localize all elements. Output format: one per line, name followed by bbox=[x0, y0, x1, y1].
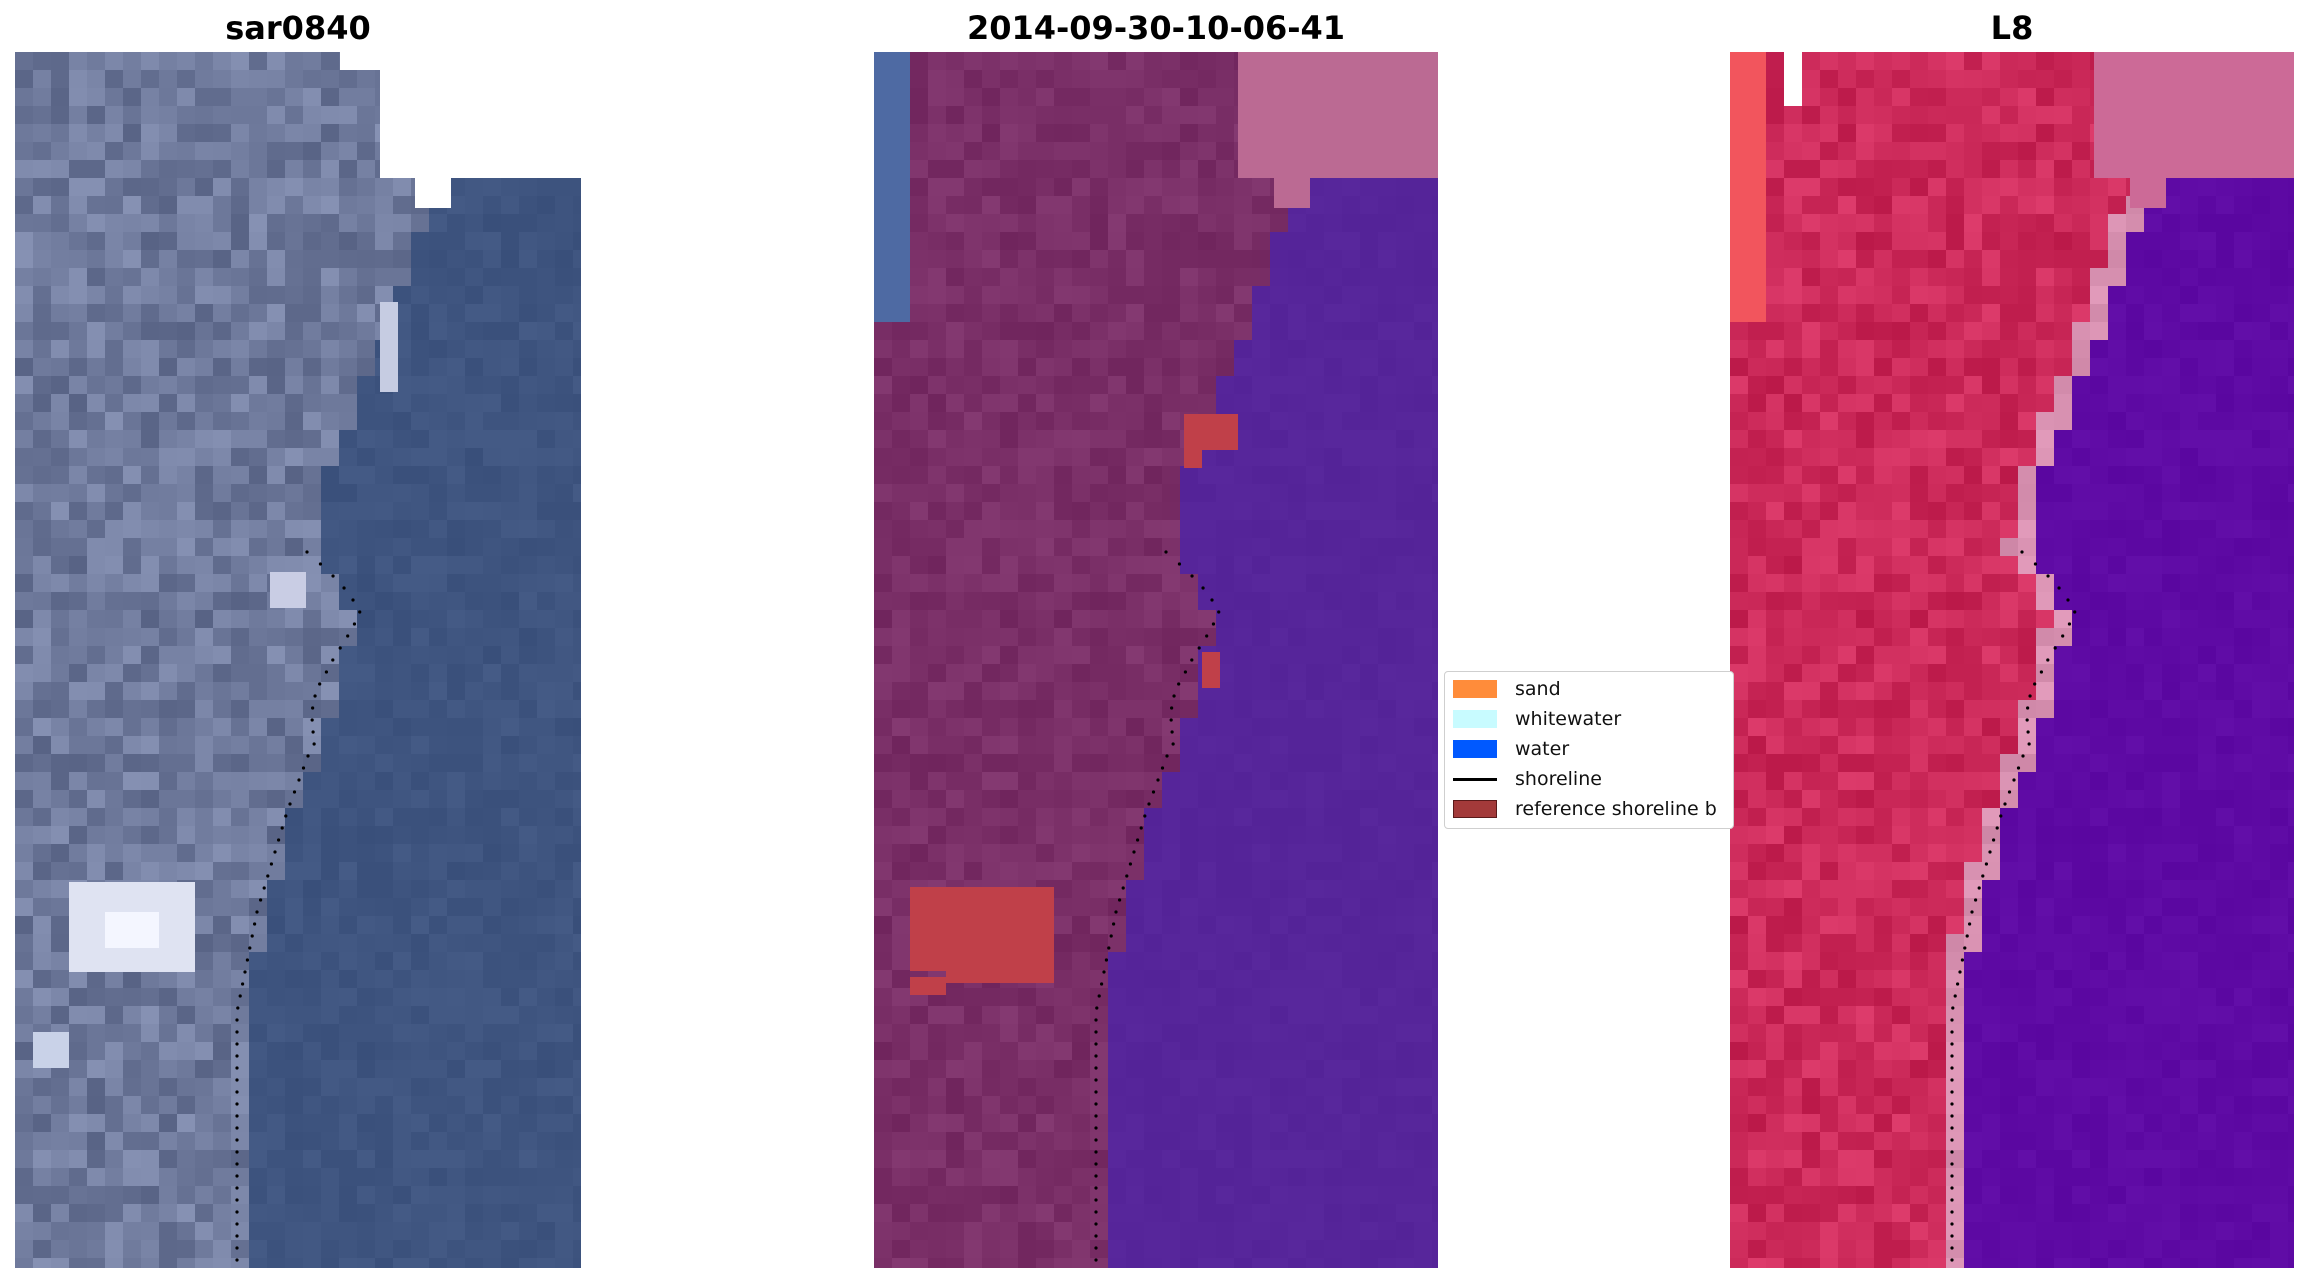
shoreline-dots bbox=[235, 550, 362, 1262]
legend-label: reference shoreline b bbox=[1515, 798, 1717, 820]
legend-swatch-sand bbox=[1453, 680, 1497, 698]
legend-label: shoreline bbox=[1515, 768, 1602, 790]
nodata-corner bbox=[1784, 52, 1802, 106]
reference-buffer-area bbox=[2094, 52, 2294, 208]
rgb-pixel-grid bbox=[15, 52, 581, 1268]
legend-item-reference-shoreline: reference shoreline b bbox=[1453, 794, 1717, 824]
legend: sand whitewater water shoreline referenc… bbox=[1444, 671, 1734, 829]
reference-shoreline-patches bbox=[910, 414, 1238, 995]
legend-item-sand: sand bbox=[1453, 674, 1561, 704]
panel-title-classified: 2014-09-30-10-06-41 bbox=[966, 9, 1346, 47]
nir-image-panel bbox=[1730, 52, 2294, 1268]
legend-line-shoreline bbox=[1453, 777, 1497, 781]
panel-title-nir: L8 bbox=[1990, 9, 2034, 47]
legend-item-water: water bbox=[1453, 734, 1569, 764]
panel-title-rgb: sar0840 bbox=[225, 9, 371, 47]
legend-label: whitewater bbox=[1515, 708, 1622, 730]
nir-pixel-grid bbox=[1730, 52, 2294, 1268]
legend-item-whitewater: whitewater bbox=[1453, 704, 1621, 734]
rgb-image-panel bbox=[15, 52, 581, 1268]
shoreline-dots bbox=[1094, 550, 1221, 1262]
legend-label: water bbox=[1515, 738, 1570, 760]
reference-buffer-area bbox=[1238, 52, 1438, 208]
rgb-nodata-area bbox=[340, 52, 581, 208]
legend-item-shoreline: shoreline bbox=[1453, 764, 1602, 794]
legend-swatch-water bbox=[1453, 740, 1497, 758]
legend-label: sand bbox=[1515, 678, 1561, 700]
legend-swatch-whitewater bbox=[1453, 710, 1497, 728]
classified-image-panel bbox=[874, 52, 1438, 1268]
shoreline-dots bbox=[1950, 550, 2077, 1262]
classified-pixel-grid bbox=[874, 52, 1438, 1268]
legend-swatch-reference bbox=[1453, 800, 1497, 818]
